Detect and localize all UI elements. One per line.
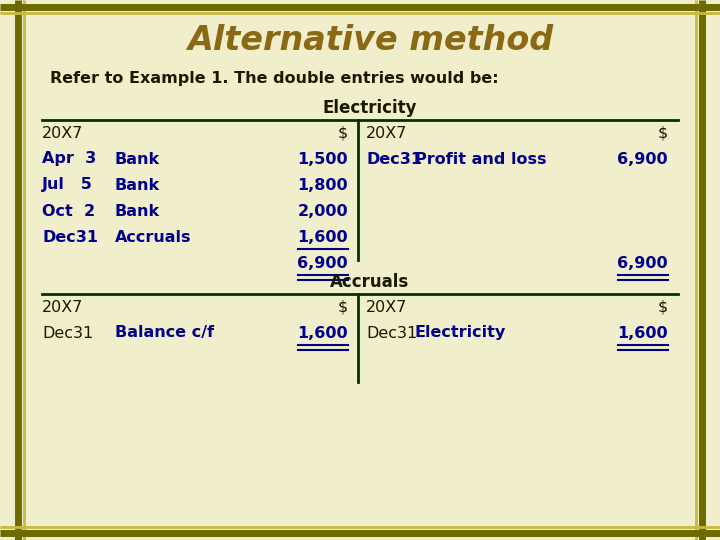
Text: Electricity: Electricity — [323, 99, 418, 117]
Text: 1,800: 1,800 — [297, 178, 348, 192]
Text: Bank: Bank — [115, 178, 160, 192]
Text: Electricity: Electricity — [415, 326, 506, 341]
Text: 1,600: 1,600 — [297, 326, 348, 341]
Text: $: $ — [338, 125, 348, 140]
Text: Apr  3: Apr 3 — [42, 152, 96, 166]
Text: Bank: Bank — [115, 152, 160, 166]
Text: Jul   5: Jul 5 — [42, 178, 93, 192]
Text: $: $ — [338, 300, 348, 314]
Text: 1,600: 1,600 — [297, 230, 348, 245]
Text: Dec31: Dec31 — [366, 326, 418, 341]
Text: 2,000: 2,000 — [297, 204, 348, 219]
Text: Accruals: Accruals — [115, 230, 192, 245]
Text: Dec31: Dec31 — [42, 230, 98, 245]
Text: Dec31: Dec31 — [42, 326, 94, 341]
Text: 6,900: 6,900 — [617, 152, 668, 166]
Text: $: $ — [658, 125, 668, 140]
Text: Balance c/f: Balance c/f — [115, 326, 214, 341]
Text: Bank: Bank — [115, 204, 160, 219]
Text: Refer to Example 1. The double entries would be:: Refer to Example 1. The double entries w… — [50, 71, 499, 85]
Text: Alternative method: Alternative method — [187, 24, 553, 57]
Text: 6,900: 6,900 — [297, 255, 348, 271]
Text: 20X7: 20X7 — [366, 300, 408, 314]
Text: Dec31: Dec31 — [366, 152, 422, 166]
Text: Profit and loss: Profit and loss — [415, 152, 546, 166]
Text: Oct  2: Oct 2 — [42, 204, 95, 219]
Text: 20X7: 20X7 — [42, 300, 84, 314]
Text: $: $ — [658, 300, 668, 314]
Text: Accruals: Accruals — [330, 273, 410, 291]
Text: 1,500: 1,500 — [297, 152, 348, 166]
Text: 1,600: 1,600 — [617, 326, 668, 341]
Text: 20X7: 20X7 — [366, 125, 408, 140]
Text: 20X7: 20X7 — [42, 125, 84, 140]
Text: 6,900: 6,900 — [617, 255, 668, 271]
